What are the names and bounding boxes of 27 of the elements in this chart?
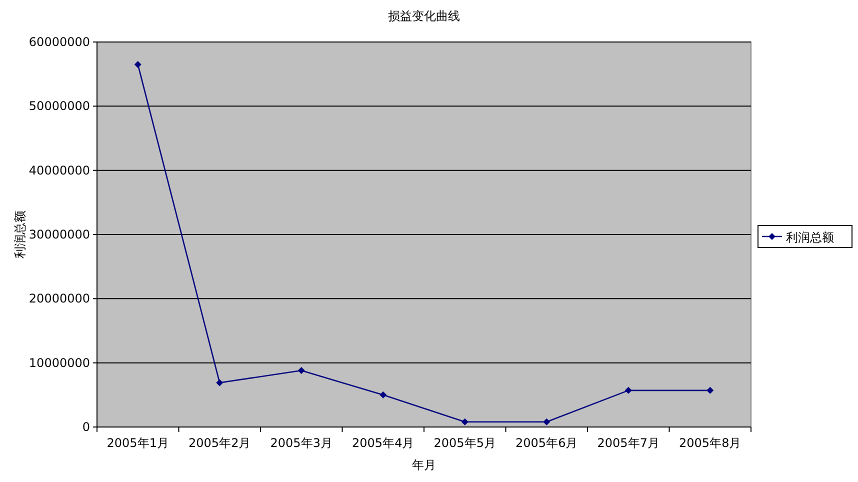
- chart-title: 损益变化曲线: [388, 9, 460, 23]
- x-tick-label: 2005年7月: [597, 436, 660, 450]
- x-tick-label: 2005年2月: [188, 436, 251, 450]
- x-axis-title: 年月: [412, 458, 436, 472]
- y-tick-label: 10000000: [28, 356, 90, 370]
- y-tick-label: 0: [82, 420, 90, 434]
- y-axis-title: 利润总额: [13, 210, 27, 258]
- y-tick-label: 20000000: [28, 292, 90, 306]
- x-tick-label: 2005年8月: [679, 436, 742, 450]
- point: [134, 60, 142, 68]
- y-tick-label: 40000000: [28, 163, 90, 178]
- point: [543, 418, 550, 426]
- point: [298, 367, 305, 374]
- point: [461, 418, 468, 426]
- point: [706, 386, 714, 394]
- point: [624, 386, 632, 394]
- y-tick-label: 30000000: [28, 228, 90, 242]
- x-tick-label: 2005年1月: [106, 436, 169, 450]
- x-tick-label: 2005年5月: [434, 436, 496, 450]
- y-tick-label: 60000000: [28, 35, 90, 49]
- x-tick-label: 2005年6月: [516, 436, 578, 450]
- point: [216, 379, 224, 386]
- x-tick-label: 2005年4月: [352, 436, 414, 450]
- x-tick-label: 2005年3月: [270, 436, 332, 450]
- y-tick-label: 50000000: [28, 99, 90, 114]
- legend-label: 利润总额: [786, 230, 834, 244]
- point: [380, 391, 387, 398]
